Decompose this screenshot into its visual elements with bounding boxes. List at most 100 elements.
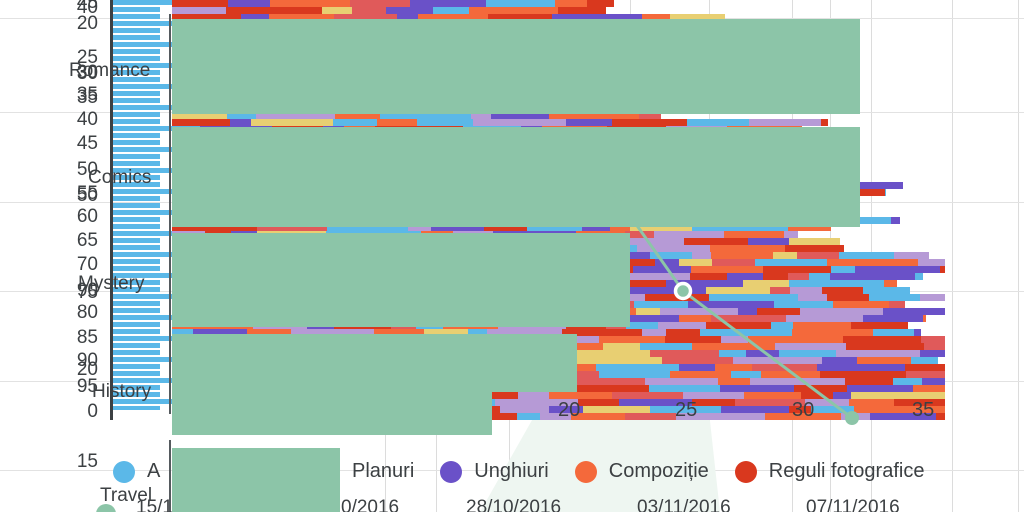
stacked-bar-segment	[883, 308, 945, 315]
stacked-bar-segment	[666, 329, 700, 336]
striped-bar	[112, 77, 160, 82]
striped-bar	[112, 245, 160, 250]
stacked-bar-segment	[821, 119, 828, 126]
striped-bar	[112, 217, 160, 222]
stacked-bar-segment	[791, 329, 873, 336]
stacked-bar-segment	[721, 336, 748, 343]
stacked-bar-segment	[416, 119, 473, 126]
stacked-bar-segment	[894, 252, 930, 259]
striped-bar	[112, 385, 160, 390]
stacked-bar-segment	[850, 322, 908, 329]
stacked-bar-segment	[619, 280, 666, 287]
stacked-bar-segment	[602, 238, 685, 245]
stacked-bar-segment	[913, 329, 921, 336]
stacked-bar-segment	[386, 7, 433, 14]
legend-label-asezare[interactable]: A	[147, 460, 161, 482]
stacked-bar-segment	[691, 266, 764, 273]
legend-dot-icon	[113, 460, 135, 483]
stacked-bar-segment	[869, 413, 936, 420]
y-tick-label-secondary: 20	[76, 359, 98, 380]
stacked-bar-segment	[810, 406, 854, 413]
stacked-bar-segment	[332, 119, 378, 126]
stacked-bar-segment	[737, 308, 758, 315]
striped-bar	[112, 42, 172, 47]
stacked-bar-segment	[240, 14, 269, 21]
date-tick-label: 15/1	[136, 497, 173, 512]
stacked-bar-segment	[918, 259, 945, 266]
stacked-bar-segment	[822, 357, 858, 364]
stacked-bar-segment	[665, 336, 722, 343]
stacked-bar-segment	[894, 399, 945, 406]
stacked-bar-segment	[691, 343, 775, 350]
stacked-bar-segment	[491, 112, 550, 119]
stacked-bar-segment	[172, 7, 227, 14]
stacked-bar-segment	[658, 322, 706, 329]
stacked-bar-segment	[561, 329, 642, 336]
stacked-bar-segment	[432, 7, 469, 14]
stacked-bar-segment	[785, 245, 844, 252]
stacked-bar-segment	[678, 364, 716, 371]
stacked-bar-segment	[172, 0, 228, 7]
stacked-bar-segment	[410, 0, 487, 7]
striped-bar	[112, 161, 160, 166]
stacked-bar-segment	[640, 343, 692, 350]
stacked-bar-segment	[832, 301, 889, 308]
gridline-vertical	[952, 0, 953, 512]
legend-label-planuri[interactable]: Planuri	[352, 460, 415, 482]
stacked-bar-segment	[891, 217, 900, 224]
stacked-bar-segment	[824, 182, 904, 189]
striped-bar	[112, 364, 160, 369]
stacked-bar-segment	[745, 350, 780, 357]
striped-bar	[112, 399, 172, 404]
stacked-bar-segment	[922, 315, 926, 322]
stacked-bar-segment	[688, 301, 775, 308]
legend-label-compozitie[interactable]: Compoziție	[608, 460, 709, 482]
stacked-bar-segment	[689, 273, 728, 280]
stacked-bar-segment	[843, 336, 922, 343]
x-tick-label: 20	[558, 399, 581, 421]
stacked-bar-segment	[762, 273, 789, 280]
stacked-bar-segment	[919, 350, 945, 357]
stacked-bar-segment	[804, 399, 849, 406]
stacked-bar-segment	[603, 343, 641, 350]
stacked-bar-segment	[742, 280, 789, 287]
striped-bar	[112, 140, 160, 145]
striped-bar	[112, 154, 160, 159]
striped-bar	[112, 35, 160, 40]
striped-bar	[112, 112, 160, 117]
stacked-bar-segment	[884, 280, 897, 287]
x-tick-label: 35	[912, 399, 935, 421]
stacked-bar-segment	[499, 406, 549, 413]
stacked-bar-segment	[935, 413, 945, 420]
stacked-bar-segment	[757, 308, 800, 315]
stacked-bar-segment	[919, 294, 945, 301]
stacked-bar-segment	[396, 14, 419, 21]
y-tick-label: 40	[76, 0, 98, 18]
legend-marker-travel	[96, 504, 116, 512]
stacked-bar-segment	[821, 287, 863, 294]
y-tick-label: 90	[76, 350, 98, 371]
stacked-bar-segment	[192, 329, 248, 336]
date-tick-label: 03/11/2016	[637, 497, 731, 512]
striped-bar	[112, 294, 172, 299]
stacked-bar-segment	[560, 350, 651, 357]
stacked-bar-segment	[548, 406, 583, 413]
stacked-bar-segment	[862, 287, 911, 294]
striped-bar	[112, 203, 160, 208]
striped-bar	[112, 280, 160, 285]
stacked-bar-segment	[629, 224, 693, 231]
y-tick-label: 55	[76, 183, 98, 204]
striped-bar	[112, 63, 172, 68]
stacked-bar-segment	[727, 273, 763, 280]
stacked-bar-segment	[921, 378, 945, 385]
stacked-bar-segment	[648, 385, 721, 392]
legend-label-unghiuri[interactable]: Unghiuri	[474, 460, 549, 482]
striped-bar	[112, 119, 160, 124]
stacked-bar-segment	[408, 224, 432, 231]
stacked-bar-segment	[654, 259, 679, 266]
y-tick-label: 25	[76, 47, 98, 68]
legend-label-reguli-fotografice[interactable]: Reguli fotografice	[768, 460, 925, 482]
y-tick-label: 45	[76, 133, 98, 154]
stacked-bar-segment	[747, 336, 844, 343]
stacked-bar-segment	[625, 413, 677, 420]
